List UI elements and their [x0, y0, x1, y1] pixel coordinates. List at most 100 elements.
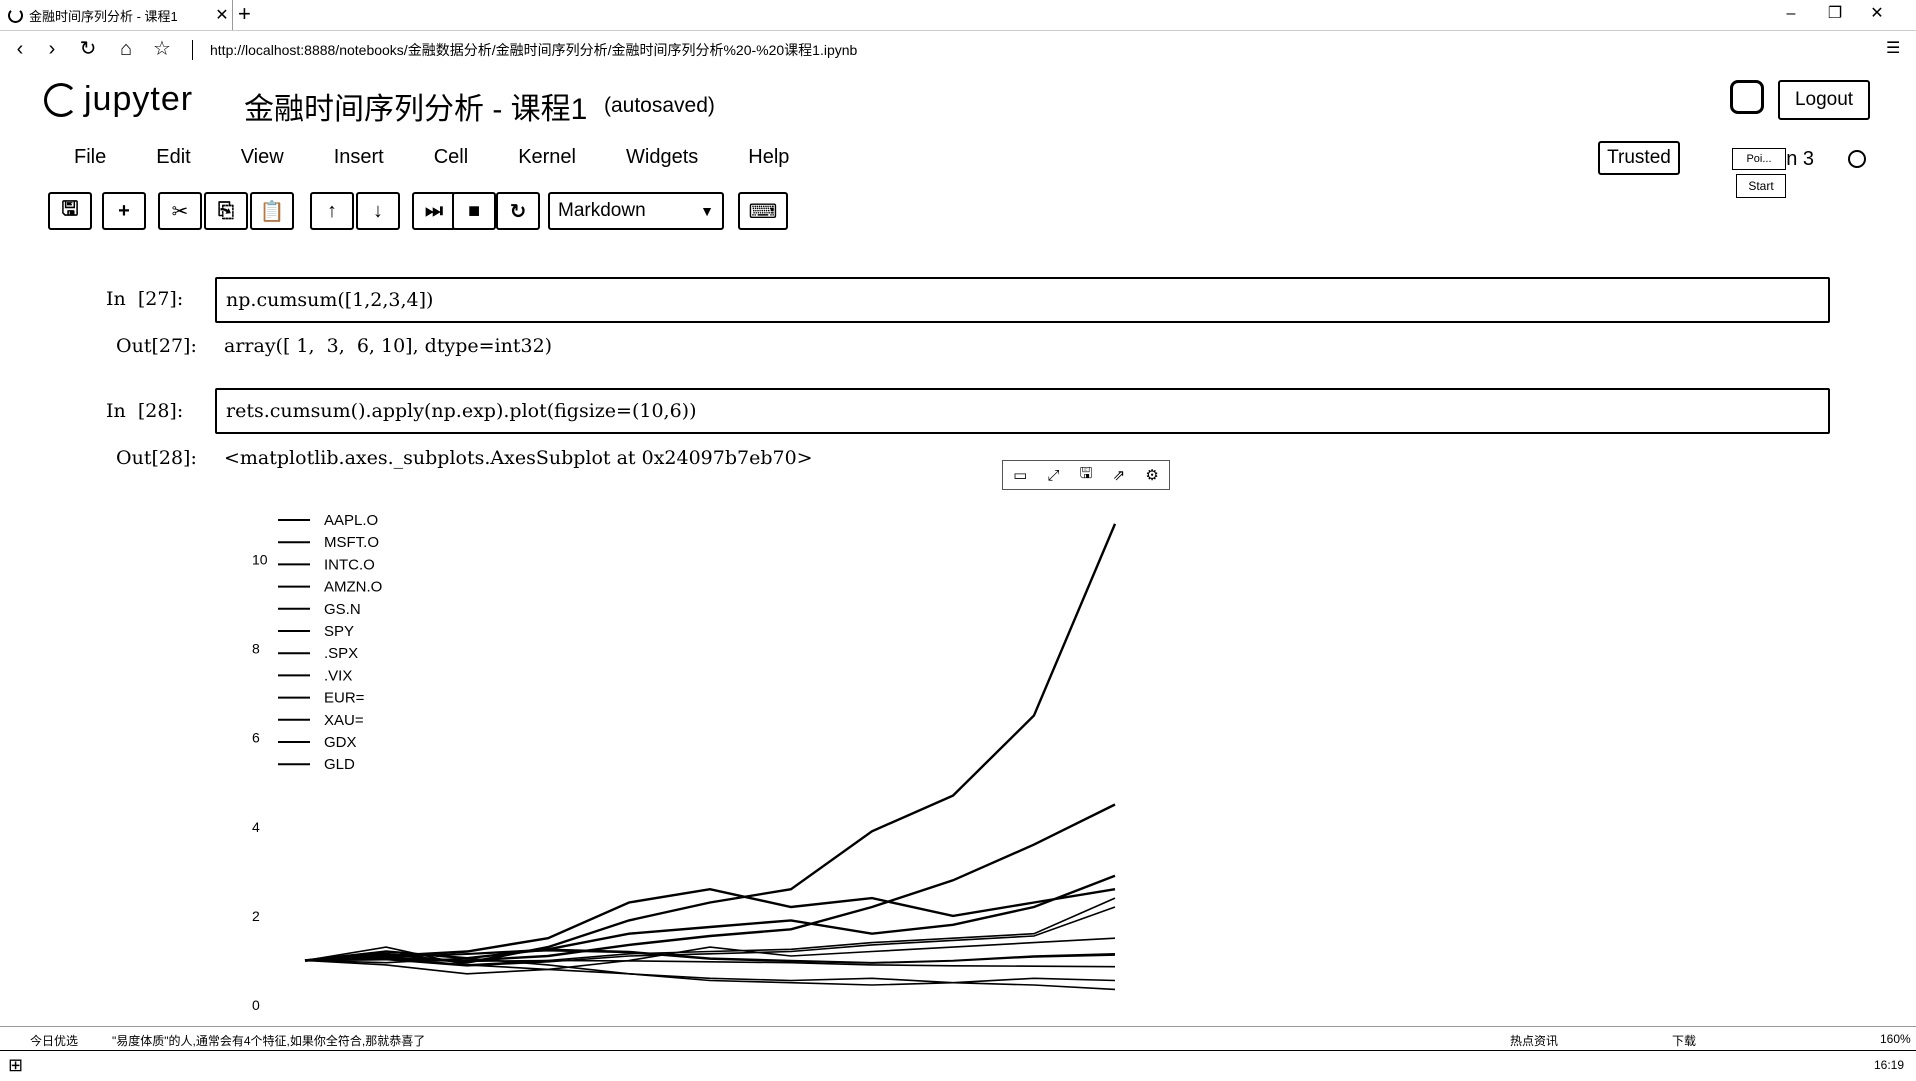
menu-widgets[interactable]: Widgets	[626, 146, 699, 168]
legend-label: SPY	[324, 623, 354, 640]
series-line-amzn-o	[304, 887, 1116, 962]
tab-title: 金融时间序列分析 - 课程1	[29, 8, 178, 24]
y-tick-label: 8	[252, 641, 260, 657]
insert-cell-button[interactable]: +	[102, 192, 146, 230]
browser-menu-icon[interactable]: ☰	[1886, 40, 1901, 57]
y-tick-label: 10	[252, 552, 268, 568]
legend-label: XAU=	[324, 712, 364, 729]
home-icon[interactable]: ⌂	[119, 38, 133, 60]
restart-button[interactable]: ↻	[496, 192, 540, 230]
code-text: np.cumsum([1,2,3,4])	[226, 289, 434, 311]
logout-button[interactable]: Logout	[1778, 80, 1870, 120]
status-news-ticker[interactable]: "易度体质"的人,通常会有4个特征,如果你全符合,那就恭喜了	[112, 1034, 426, 1048]
cell-output: <matplotlib.axes._subplots.AxesSubplot a…	[224, 447, 813, 469]
keyboard-shortcuts-button[interactable]: ⌨	[738, 192, 788, 230]
paste-button[interactable]: 📋	[250, 192, 294, 230]
line-chart: 10 8 6 4 2 0 AAPL.O MSFT.O INTC.O AMZN.O GS.N SPY.…	[252, 512, 1117, 1013]
figure-settings-icon[interactable]: ⚙	[1145, 467, 1159, 484]
interrupt-button[interactable]: ■	[452, 192, 496, 230]
move-up-button[interactable]: ↑	[310, 192, 354, 230]
figure-save-icon[interactable]: 🖫	[1079, 464, 1093, 482]
trusted-indicator[interactable]: Trusted	[1598, 141, 1680, 175]
move-down-button[interactable]: ↓	[356, 192, 400, 230]
menu-file[interactable]: File	[74, 146, 107, 168]
legend-label: GLD	[324, 756, 355, 773]
windows-start-icon[interactable]: ⊞	[8, 1055, 24, 1075]
figure-export-icon[interactable]: ⇗	[1112, 467, 1126, 484]
clock: 16:19	[1874, 1058, 1905, 1072]
cell-type-select[interactable]: Markdown ▼	[548, 192, 724, 230]
back-icon[interactable]: ‹	[16, 38, 24, 60]
cell-output: array([ 1, 3, 6, 10], dtype=int32)	[224, 335, 553, 357]
jupyter-logo-text: jupyter	[84, 80, 194, 118]
series-line-eur	[304, 958, 1116, 968]
legend-label: INTC.O	[324, 556, 375, 573]
legend-label: AAPL.O	[324, 512, 378, 529]
new-tab-button[interactable]: +	[238, 1, 251, 26]
status-today-label[interactable]: 今日优选	[30, 1034, 79, 1048]
poi-button[interactable]: Poi...	[1732, 148, 1786, 170]
out-prompt: Out[27]:	[116, 335, 197, 357]
tab-strip	[0, 0, 1916, 31]
menu-edit[interactable]: Edit	[156, 146, 191, 168]
browser-status-bar: 今日优选 "易度体质"的人,通常会有4个特征,如果你全符合,那就恭喜了 热点资讯…	[0, 1026, 1916, 1051]
run-button[interactable]: ⏭	[412, 192, 456, 230]
code-cell-input[interactable]: rets.cumsum().apply(np.exp).plot(figsize…	[215, 388, 1830, 434]
figure-toolbar: ▭ ⤢ 🖫 ⇗ ⚙	[1002, 460, 1170, 490]
series-line-spy	[304, 897, 1116, 966]
status-download[interactable]: 下载	[1672, 1034, 1697, 1048]
status-hot-news[interactable]: 热点资讯	[1510, 1034, 1559, 1048]
menu-insert[interactable]: Insert	[333, 146, 384, 168]
legend-label: EUR=	[324, 690, 365, 707]
series-line-msft-o	[304, 803, 1116, 962]
address-bar	[0, 31, 1916, 69]
zoom-level[interactable]: 160%	[1880, 1032, 1911, 1046]
legend-label: .VIX	[324, 667, 352, 684]
code-cell-input[interactable]: np.cumsum([1,2,3,4])	[215, 277, 1830, 323]
series-line-gld	[304, 949, 1116, 964]
series-line-gdx	[304, 957, 1116, 986]
legend-label: GS.N	[324, 601, 361, 618]
window-close-icon[interactable]: ✕	[1870, 5, 1884, 22]
loading-icon	[8, 7, 23, 23]
reload-icon[interactable]: ↻	[79, 38, 97, 60]
notebook-title[interactable]: 金融时间序列分析 - 课程1	[244, 93, 588, 126]
series-line-gs-n	[304, 937, 1116, 975]
forward-icon[interactable]: ›	[48, 38, 56, 60]
save-button[interactable]: 🖫	[48, 192, 92, 230]
url-field[interactable]: http://localhost:8888/notebooks/金融数据分析/金…	[210, 42, 858, 58]
y-tick-label: 0	[252, 997, 260, 1013]
figure-pan-icon[interactable]: ▭	[1013, 467, 1028, 484]
menu-kernel[interactable]: Kernel	[518, 146, 576, 168]
url-separator	[192, 40, 193, 60]
jupyter-logo-icon	[44, 82, 78, 117]
legend-label: .SPX	[324, 645, 358, 662]
in-prompt: In [28]:	[106, 400, 184, 422]
legend-label: MSFT.O	[324, 534, 379, 551]
tab-close-icon[interactable]: ✕	[215, 7, 229, 24]
jupyter-logo[interactable]: jupyter	[44, 80, 193, 119]
start-button[interactable]: Start	[1736, 174, 1786, 198]
series-line-spx	[304, 906, 1116, 967]
series-line-aapl-o	[304, 523, 1117, 964]
browser-tab[interactable]: 金融时间序列分析 - 课程1 ✕	[0, 0, 233, 30]
kernel-status-icon	[1848, 150, 1866, 168]
menu-cell[interactable]: Cell	[433, 146, 469, 168]
maximize-icon[interactable]: ❐	[1827, 5, 1843, 22]
legend-label: GDX	[324, 734, 357, 751]
menu-bar: File Edit View Insert Cell Kernel Widget…	[74, 146, 839, 169]
out-prompt: Out[28]:	[116, 447, 197, 469]
cell-type-value: Markdown	[558, 200, 646, 221]
legend-label: AMZN.O	[324, 579, 382, 596]
python-logo-icon	[1730, 80, 1764, 114]
y-tick-label: 6	[252, 730, 260, 746]
minimize-icon[interactable]: –	[1786, 5, 1796, 22]
figure-zoom-icon[interactable]: ⤢	[1047, 466, 1060, 484]
y-tick-label: 4	[252, 819, 260, 835]
copy-button[interactable]: ⎘	[204, 192, 248, 230]
autosave-status: (autosaved)	[604, 94, 715, 117]
menu-help[interactable]: Help	[748, 146, 790, 168]
cut-button[interactable]: ✂	[158, 192, 202, 230]
star-icon[interactable]: ☆	[153, 38, 171, 60]
menu-view[interactable]: View	[240, 146, 284, 168]
